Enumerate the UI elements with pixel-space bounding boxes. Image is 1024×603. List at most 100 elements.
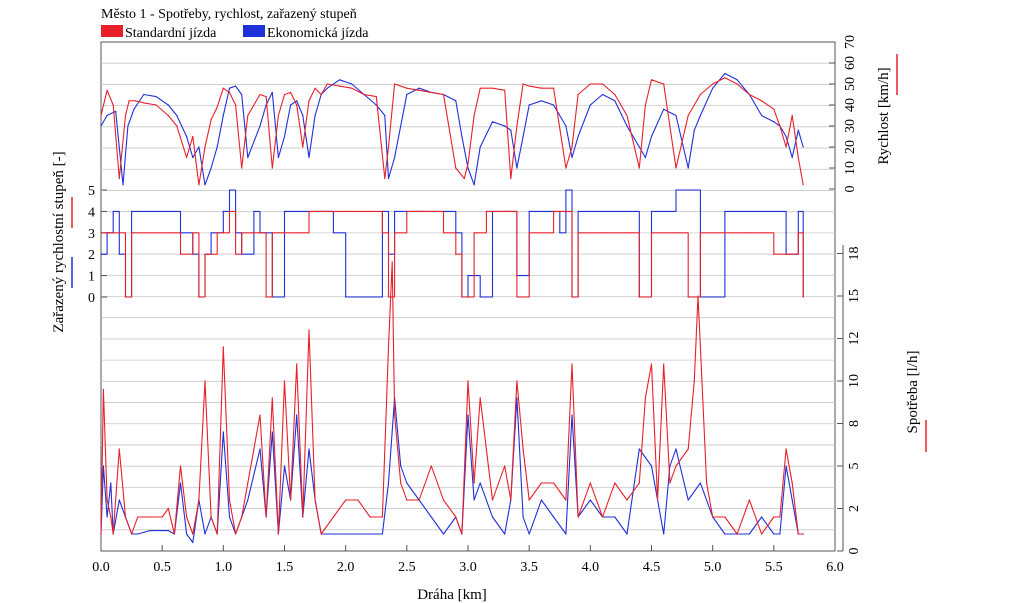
gear-point-eco [528, 210, 530, 212]
consumption-point-standard [247, 482, 249, 484]
consumption-point-eco [247, 499, 249, 501]
consumption-point-standard [565, 499, 567, 501]
consumption-point-eco [442, 533, 445, 535]
consumption-point-eco [186, 533, 188, 535]
consumption-point-standard [406, 499, 408, 501]
speed-point-standard [134, 100, 136, 102]
speed-point-eco [192, 156, 194, 159]
speed-point-eco [797, 129, 799, 131]
consumption-point-standard [100, 533, 102, 535]
consumption-point-eco [473, 499, 475, 501]
speed-point-standard [748, 93, 750, 96]
speed-point-eco [271, 91, 273, 93]
speed-point-eco [122, 184, 124, 186]
speed-tick-label: 30 [843, 119, 858, 133]
speed-point-eco [724, 72, 726, 75]
consumption-point-standard [332, 516, 335, 518]
gear-point-eco [296, 210, 298, 212]
x-tick-label: 3.5 [520, 560, 538, 575]
consumption-point-standard [357, 499, 359, 501]
gear-tick-label: 5 [88, 184, 95, 199]
speed-point-standard [693, 104, 695, 106]
consumption-point-standard [504, 465, 506, 467]
consumption-point-eco [149, 530, 151, 532]
consumption-point-standard [461, 533, 463, 535]
speed-point-eco [216, 146, 218, 148]
x-tick-label: 5.0 [704, 560, 722, 575]
speed-point-eco [473, 184, 475, 186]
gear-point-eco [253, 210, 255, 212]
consumption-point-standard [802, 533, 804, 535]
consumption-point-standard [302, 516, 304, 518]
gear-point-eco [118, 253, 120, 255]
speed-point-eco [228, 87, 231, 89]
consumption-tick-label: 15 [847, 289, 862, 303]
speed-point-eco [127, 125, 129, 127]
speed-point-eco [650, 135, 653, 138]
legend-swatch-eco [243, 25, 265, 37]
axes: 0.0 0.5 1.0 1.5 2.0 2.5 3.0 3.5 4.0 4.5 5.0 5.5 6.00… [88, 35, 862, 575]
speed-point-standard [522, 83, 524, 85]
consumption-point-eco [565, 533, 567, 535]
speed-point-standard [724, 77, 726, 79]
speed-point-standard [663, 83, 665, 85]
gear-tick-label: 3 [88, 227, 95, 242]
consumption-point-standard [400, 482, 402, 484]
speed-point-eco [314, 114, 316, 117]
gear-point-standard [785, 253, 787, 255]
gear-point-eco [724, 210, 726, 212]
consumption-point-standard [736, 533, 738, 535]
x-tick-label: 1.5 [276, 560, 294, 575]
gear-axis-label: Zařazený rychlostní stupeň [-] [51, 151, 67, 332]
x-tick-label: 4.5 [643, 560, 661, 575]
gear-point-standard [461, 296, 463, 298]
speed-point-eco [626, 125, 628, 127]
speed-point-standard [176, 125, 178, 127]
gear-point-eco [369, 296, 371, 298]
x-tick-label: 6.0 [826, 560, 844, 575]
consumption-point-standard [577, 516, 579, 518]
consumption-point-eco [785, 465, 787, 467]
consumption-point-standard [369, 516, 371, 518]
speed-tick-label: 70 [843, 35, 858, 49]
speed-point-standard [247, 114, 249, 117]
consumption-point-eco [699, 482, 702, 484]
speed-tick-label: 0 [843, 186, 858, 193]
gear-point-standard [265, 296, 267, 298]
speed-point-standard [601, 83, 604, 85]
consumption-tick-label: 5 [847, 463, 862, 470]
speed-point-eco [614, 100, 616, 102]
speed-point-standard [302, 146, 304, 148]
speed-point-standard [234, 104, 237, 106]
gear-point-standard [320, 210, 322, 212]
speed-point-standard [100, 114, 102, 117]
x-axis-label: Dráha [km] [417, 587, 487, 603]
speed-point-standard [504, 89, 506, 91]
consumption-point-eco [724, 533, 726, 535]
gear-point-eco [112, 210, 114, 212]
consumption-point-eco [381, 533, 383, 535]
consumption-point-eco [516, 397, 518, 399]
gear-point-standard [296, 232, 298, 234]
speed-point-eco [510, 129, 512, 131]
speed-point-eco [522, 135, 524, 138]
speed-point-standard [712, 83, 714, 85]
speed-point-standard [644, 104, 646, 106]
gear-point-standard [345, 210, 347, 212]
gear-point-standard [577, 232, 579, 234]
speed-point-eco [565, 125, 567, 127]
speed-point-eco [204, 184, 206, 186]
consumption-point-eco [204, 533, 206, 535]
speed-point-standard [228, 91, 231, 93]
consumption-point-eco [387, 482, 390, 484]
speed-point-eco [467, 167, 469, 169]
consumption-point-eco [638, 448, 640, 450]
speed-point-eco [644, 156, 646, 159]
consumption-point-eco [589, 499, 591, 501]
speed-point-standard [394, 83, 396, 85]
speed-tick-label: 60 [843, 56, 858, 70]
gear-point-standard [455, 253, 457, 255]
speed-point-standard [491, 87, 494, 89]
consumption-point-standard [705, 482, 708, 484]
